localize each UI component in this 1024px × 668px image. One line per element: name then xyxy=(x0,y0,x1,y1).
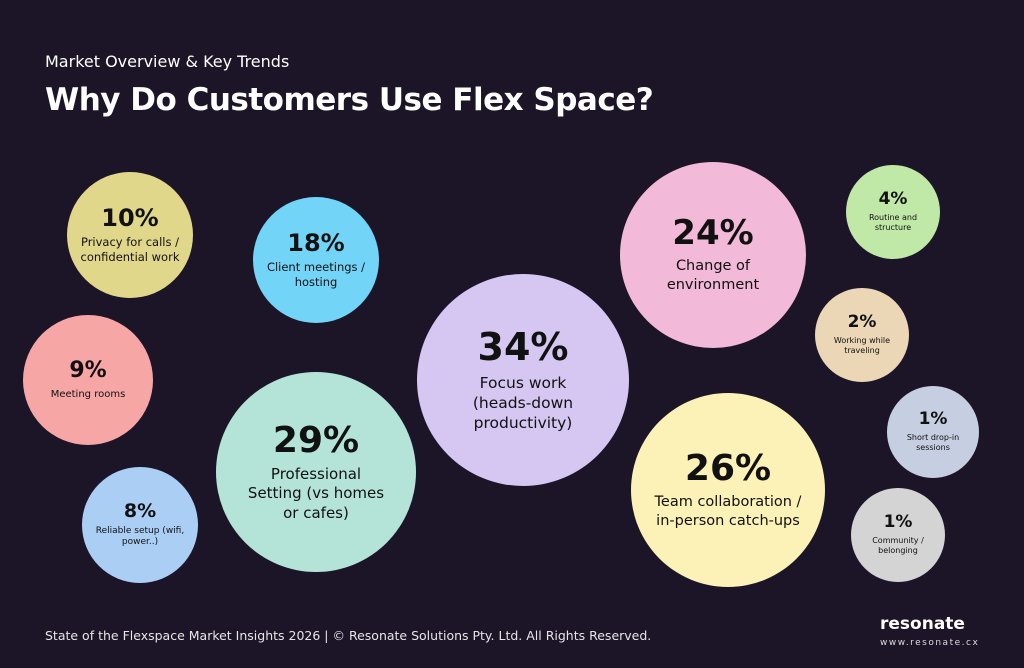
subtitle: Market Overview & Key Trends xyxy=(45,52,290,71)
bubble: 26% Team collaboration / in-person catch-… xyxy=(631,393,825,587)
category-label: Community / belonging xyxy=(872,535,924,556)
value-label: 2% xyxy=(847,312,877,333)
bubble: 1% Short drop-in sessions xyxy=(887,386,979,478)
category-label: Routine and structure xyxy=(868,212,918,233)
value-label: 10% xyxy=(101,203,159,232)
bubble: 1% Community / belonging xyxy=(851,488,945,582)
title: Why Do Customers Use Flex Space? xyxy=(45,82,654,118)
bubble: 8% Reliable setup (wifi, power..) xyxy=(82,467,198,583)
category-label: Change of environment xyxy=(666,257,760,293)
value-label: 8% xyxy=(123,499,157,522)
value-label: 1% xyxy=(883,512,913,533)
value-label: 18% xyxy=(287,228,345,257)
value-label: 29% xyxy=(272,419,360,461)
bubble: 18% Client meetings / hosting xyxy=(253,197,379,323)
category-label: Working while traveling xyxy=(833,335,891,356)
bubble: 10% Privacy for calls / confidential work xyxy=(67,172,193,298)
bubble: 4% Routine and structure xyxy=(846,165,940,259)
category-label: Client meetings / hosting xyxy=(266,260,366,290)
category-label: Short drop-in sessions xyxy=(906,432,960,453)
bubble: 24% Change of environment xyxy=(620,162,806,348)
value-label: 1% xyxy=(918,409,948,430)
url: www.resonate.cx xyxy=(880,638,980,648)
value-label: 26% xyxy=(684,448,772,490)
category-label: Focus work (heads-down productivity) xyxy=(472,373,574,432)
bubble: 2% Working while traveling xyxy=(815,288,909,382)
bubble: 9% Meeting rooms xyxy=(23,315,153,445)
bubble: 29% Professional Setting (vs homes or caf… xyxy=(216,372,416,572)
value-label: 24% xyxy=(672,213,754,254)
category-label: Meeting rooms xyxy=(50,388,126,400)
value-label: 4% xyxy=(878,189,908,210)
footer: State of the Flexspace Market Insights 2… xyxy=(45,628,652,643)
category-label: Privacy for calls / confidential work xyxy=(80,235,180,265)
value-label: 34% xyxy=(477,324,569,369)
bubble: 34% Focus work (heads-down productivity) xyxy=(417,274,629,486)
logo: resonate xyxy=(880,614,965,634)
category-label: Reliable setup (wifi, power..) xyxy=(95,525,185,548)
value-label: 9% xyxy=(69,358,107,384)
category-label: Team collaboration / in-person catch-ups xyxy=(654,493,802,529)
category-label: Professional Setting (vs homes or cafes) xyxy=(247,464,385,522)
